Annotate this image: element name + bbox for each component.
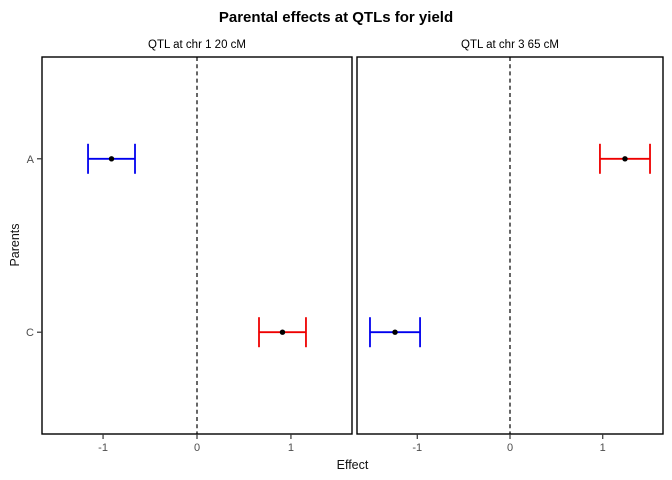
x-tick-label: -1 [98,442,108,454]
x-axis-label: Effect [336,458,369,472]
estimate-point-C [279,329,286,335]
estimate-point-C [392,329,398,335]
y-tick-label: C [26,327,34,339]
panel-strip-label-1: QTL at chr 1 20 cM [148,39,246,51]
y-axis-label: Parents [8,223,22,267]
y-tick-label: A [27,154,35,166]
estimate-point-A [108,156,115,162]
x-tick-label: 1 [600,442,606,454]
x-tick-label: 0 [194,442,200,454]
panel-strip-label-2: QTL at chr 3 65 cM [461,39,559,51]
x-tick-label: 1 [288,442,294,454]
x-tick-label: 0 [507,442,513,454]
chart-title: Parental effects at QTLs for yield [218,9,454,26]
x-tick-label: -1 [412,442,422,454]
estimate-point-A [622,156,628,162]
